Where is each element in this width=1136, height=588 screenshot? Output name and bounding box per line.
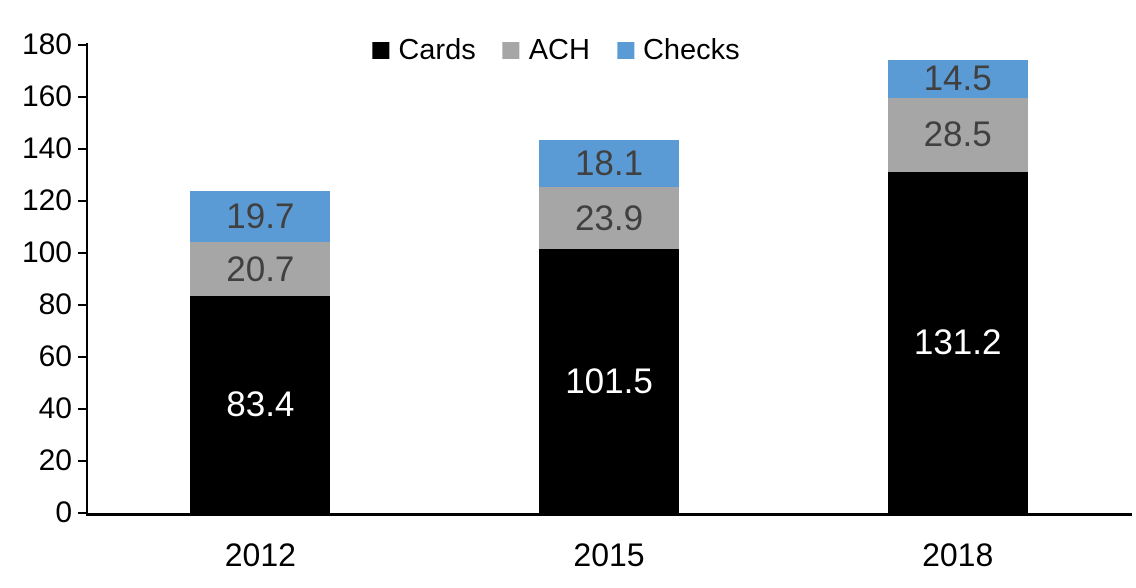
bar-segment-cards-2012: 83.4	[190, 296, 331, 513]
bar-value-label: 18.1	[574, 143, 644, 183]
legend-label-cards: Cards	[398, 34, 476, 66]
y-axis-line	[86, 43, 88, 516]
legend-item-ach: ACH	[502, 34, 590, 66]
bar-value-label: 23.9	[574, 198, 644, 238]
legend-label-ach: ACH	[528, 34, 590, 66]
y-axis-tick-label: 160	[21, 80, 72, 113]
legend-swatch-cards-icon	[372, 42, 390, 59]
x-axis-category-label: 2018	[922, 537, 994, 573]
y-axis-tick-label: 180	[21, 28, 72, 61]
bar-value-label: 28.5	[923, 115, 992, 155]
x-axis-category-label: 2012	[224, 537, 296, 573]
y-axis-tick-mark	[78, 252, 86, 254]
y-axis-tick-mark	[78, 96, 86, 98]
legend: Cards ACH Checks	[372, 34, 740, 66]
y-axis-tick-mark	[78, 44, 86, 46]
y-axis-tick-label: 40	[38, 392, 72, 425]
bar-value-label: 14.5	[923, 59, 992, 99]
y-axis-tick-label: 20	[38, 444, 72, 477]
y-axis-tick-mark	[78, 512, 86, 514]
y-axis-tick-label: 80	[38, 288, 72, 321]
y-axis-tick-label: 60	[38, 340, 72, 373]
bar-segment-checks-2018: 14.5	[887, 59, 1028, 99]
bar-segment-ach-2012: 20.7	[190, 242, 331, 297]
y-axis-tick-label: 100	[21, 236, 72, 269]
legend-item-checks: Checks	[616, 34, 740, 66]
y-axis-tick-mark	[78, 356, 86, 358]
legend-swatch-checks-icon	[616, 42, 634, 59]
y-axis-tick-mark	[78, 460, 86, 462]
bar-value-label: 20.7	[226, 249, 295, 289]
x-axis-line	[86, 513, 1132, 516]
legend-swatch-ach-icon	[502, 42, 520, 59]
y-axis-tick-label: 0	[55, 496, 72, 529]
bar-value-label: 101.5	[565, 361, 653, 401]
y-axis-tick-mark	[78, 408, 86, 410]
bar-segment-ach-2018: 28.5	[887, 97, 1028, 172]
bar-segment-checks-2012: 19.7	[190, 191, 331, 243]
y-axis-tick-label: 140	[21, 132, 72, 165]
legend-item-cards: Cards	[372, 34, 476, 66]
x-axis-category-label: 2015	[573, 537, 645, 573]
bar-segment-cards-2015: 101.5	[539, 249, 679, 513]
bar-segment-checks-2015: 18.1	[539, 139, 679, 187]
bar-segment-cards-2018: 131.2	[887, 171, 1028, 513]
y-axis-tick-label: 120	[21, 184, 72, 217]
y-axis-tick-mark	[78, 148, 86, 150]
bar-value-label: 131.2	[913, 322, 1002, 362]
bar-value-label: 19.7	[226, 197, 295, 237]
bar-value-label: 83.4	[226, 385, 295, 425]
bar-segment-ach-2015: 23.9	[539, 186, 679, 250]
y-axis-tick-mark	[78, 200, 86, 202]
legend-label-checks: Checks	[642, 34, 740, 66]
y-axis-tick-mark	[78, 304, 86, 306]
